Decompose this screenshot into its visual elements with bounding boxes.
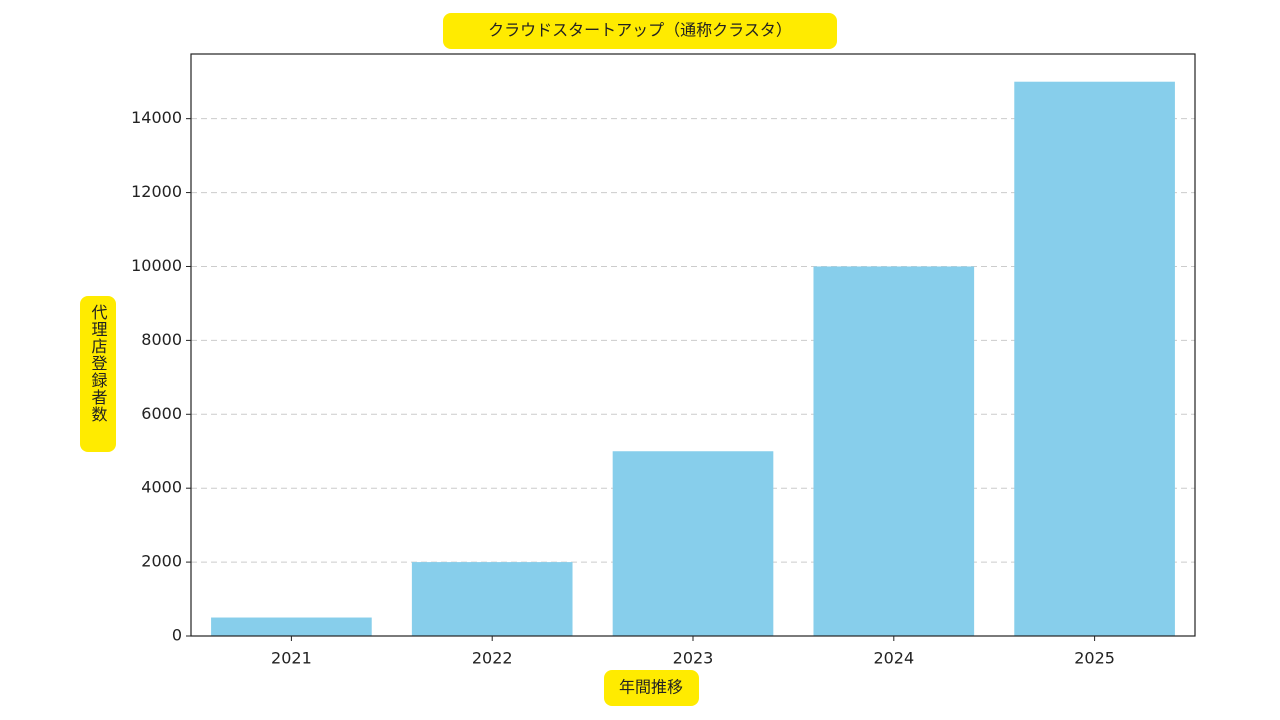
y-label-background — [80, 296, 116, 452]
title-background — [443, 13, 837, 49]
y-axis-label: 代理店登録者数 — [89, 304, 108, 423]
x-tick-label: 2021 — [271, 649, 312, 668]
chart-title: クラウドスタートアップ（通称クラスタ） — [488, 21, 792, 40]
bar — [612, 451, 774, 636]
x-tick-label: 2023 — [673, 649, 714, 668]
x-axis-label: 年間推移 — [619, 678, 683, 697]
y-tick-label: 12000 — [131, 182, 182, 201]
x-label-background — [604, 670, 699, 706]
x-tick-label: 2024 — [873, 649, 914, 668]
bar — [211, 617, 372, 636]
y-tick-label: 10000 — [131, 256, 182, 275]
y-tick-label: 8000 — [141, 330, 182, 349]
plot-frame — [190, 53, 1196, 637]
x-tick-label: 2025 — [1074, 649, 1115, 668]
y-tick-label: 14000 — [131, 108, 182, 127]
y-tick-label: 4000 — [141, 478, 182, 497]
y-tick-label: 2000 — [141, 552, 182, 571]
y-tick-label: 6000 — [141, 404, 182, 423]
x-tick-label: 2022 — [472, 649, 513, 668]
bar — [1014, 81, 1175, 636]
bar — [411, 562, 573, 636]
bar — [813, 266, 975, 636]
y-tick-label: 0 — [172, 626, 182, 645]
